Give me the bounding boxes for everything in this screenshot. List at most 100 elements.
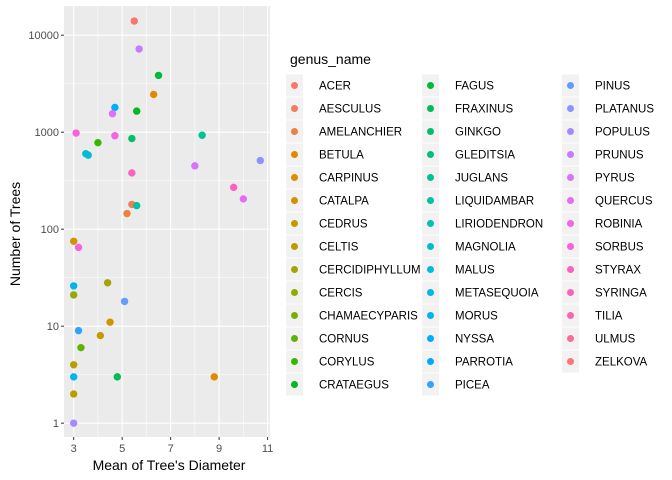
legend-label: CATALPA bbox=[319, 196, 369, 208]
point-morus bbox=[69, 373, 78, 381]
legend-label: CEDRUS bbox=[319, 219, 368, 231]
point-quercus bbox=[239, 195, 248, 203]
point-amelanchier bbox=[123, 209, 131, 218]
x-tick-label: 3 bbox=[71, 443, 77, 455]
legend-key-celtis bbox=[291, 243, 298, 250]
legend-key-acer bbox=[291, 82, 298, 89]
point-cercidiphyllum bbox=[103, 279, 112, 287]
legend-key-gleditsia bbox=[427, 151, 434, 158]
legend-label: STYRAX bbox=[595, 265, 641, 277]
legend-label: CERCIDIPHYLLUM bbox=[319, 265, 421, 277]
legend-label: PARROTIA bbox=[455, 357, 513, 369]
legend-key-ginkgo bbox=[427, 128, 434, 135]
legend-label: GINKGO bbox=[455, 127, 501, 139]
legend-key-corylus bbox=[291, 358, 298, 365]
point-cedrus bbox=[96, 331, 105, 340]
y-tick-label: 1 bbox=[53, 418, 59, 430]
legend-key-prunus bbox=[567, 151, 574, 158]
x-tick-label: 9 bbox=[216, 443, 222, 455]
panel-background bbox=[64, 6, 270, 437]
legend-label: NYSSA bbox=[455, 334, 494, 346]
point-ginkgo bbox=[128, 134, 136, 143]
point-pyrus bbox=[191, 162, 199, 170]
legend-label: ROBINIA bbox=[595, 219, 643, 231]
legend-label: CARPINUS bbox=[319, 173, 379, 185]
legend-key-metasequoia bbox=[427, 289, 434, 296]
legend-key-cedrus bbox=[291, 220, 298, 227]
legend-key-aesculus bbox=[291, 105, 298, 112]
x-axis-title: Mean of Tree's Diameter bbox=[93, 457, 246, 473]
point-crataegus bbox=[133, 107, 141, 115]
legend-label: MORUS bbox=[455, 311, 498, 323]
legend-key-styrax bbox=[567, 266, 574, 273]
point-morus bbox=[69, 282, 78, 290]
plot-panel bbox=[64, 6, 270, 437]
legend-label: CHAMAECYPARIS bbox=[319, 311, 418, 323]
legend-key-cornus bbox=[291, 335, 298, 342]
legend-label: ZELKOVA bbox=[595, 357, 648, 369]
legend-label: SORBUS bbox=[595, 242, 644, 254]
legend-label: JUGLANS bbox=[455, 173, 508, 185]
legend-key-liquidambar bbox=[427, 197, 434, 204]
legend-key-zelkova bbox=[567, 358, 574, 365]
point-celtis bbox=[69, 390, 78, 398]
point-pinus bbox=[120, 297, 129, 306]
y-tick-label: 10 bbox=[47, 321, 59, 333]
y-tick-label: 100 bbox=[41, 224, 59, 236]
y-axis-title: Number of Trees bbox=[7, 182, 23, 286]
legend-label: METASEQUOIA bbox=[455, 288, 539, 300]
legend-label: PINUS bbox=[595, 81, 630, 93]
legend-label: AMELANCHIER bbox=[319, 127, 402, 139]
point-cercis bbox=[69, 291, 78, 299]
legend-key-magnolia bbox=[427, 243, 434, 250]
legend-label: QUERCUS bbox=[595, 196, 653, 208]
point-syringa bbox=[229, 183, 238, 192]
legend-key-fagus bbox=[427, 82, 434, 89]
point-juglans bbox=[198, 131, 206, 139]
legend-label: PRUNUS bbox=[595, 150, 644, 162]
legend-label: SYRINGA bbox=[595, 288, 647, 300]
legend-label: ULMUS bbox=[595, 334, 636, 346]
point-pyrus bbox=[108, 110, 117, 118]
legend-key-catalpa bbox=[291, 197, 298, 204]
point-platanus bbox=[256, 156, 265, 165]
legend-key-cercis bbox=[291, 289, 298, 296]
legend-key-parrotia bbox=[427, 358, 434, 365]
legend-label: POPULUS bbox=[595, 127, 650, 139]
legend-label: FRAXINUS bbox=[455, 104, 513, 116]
legend-label: CELTIS bbox=[319, 242, 359, 254]
legend-label: CORYLUS bbox=[319, 357, 375, 369]
legend-key-pyrus bbox=[567, 174, 574, 181]
point-robinia bbox=[111, 132, 119, 140]
point-acer bbox=[130, 17, 138, 25]
point-liquidambar bbox=[133, 201, 141, 210]
legend-key-morus bbox=[427, 312, 434, 319]
legend-label: LIQUIDAMBAR bbox=[455, 196, 534, 208]
legend-key-chamaecyparis bbox=[291, 312, 298, 319]
point-corylus bbox=[94, 138, 102, 147]
legend-key-nyssa bbox=[427, 335, 434, 342]
x-tick-label: 11 bbox=[262, 443, 273, 455]
legend-label: CERCIS bbox=[319, 288, 363, 300]
legend-label: AESCULUS bbox=[319, 104, 381, 116]
legend-key-syringa bbox=[567, 289, 574, 296]
legend-label: PICEA bbox=[455, 380, 490, 392]
point-picea bbox=[74, 326, 83, 335]
point-betula bbox=[149, 90, 158, 99]
legend-label: MALUS bbox=[455, 265, 495, 277]
legend-label: CORNUS bbox=[319, 334, 369, 346]
point-celtis bbox=[69, 361, 78, 369]
legend-key-robinia bbox=[567, 220, 574, 227]
legend-key-fraxinus bbox=[427, 105, 434, 112]
legend-label: MAGNOLIA bbox=[455, 242, 516, 254]
legend-key-betula bbox=[291, 151, 298, 158]
point-sorbus bbox=[72, 129, 80, 137]
point-populus bbox=[69, 419, 78, 427]
legend: ACER AESCULUS AMELANCHIER BETULA CARPINUS CAT… bbox=[286, 74, 654, 396]
legend-key-crataegus bbox=[291, 381, 298, 388]
point-malus bbox=[84, 151, 92, 159]
legend-label: BETULA bbox=[319, 150, 364, 162]
point-fraxinus bbox=[113, 373, 122, 381]
